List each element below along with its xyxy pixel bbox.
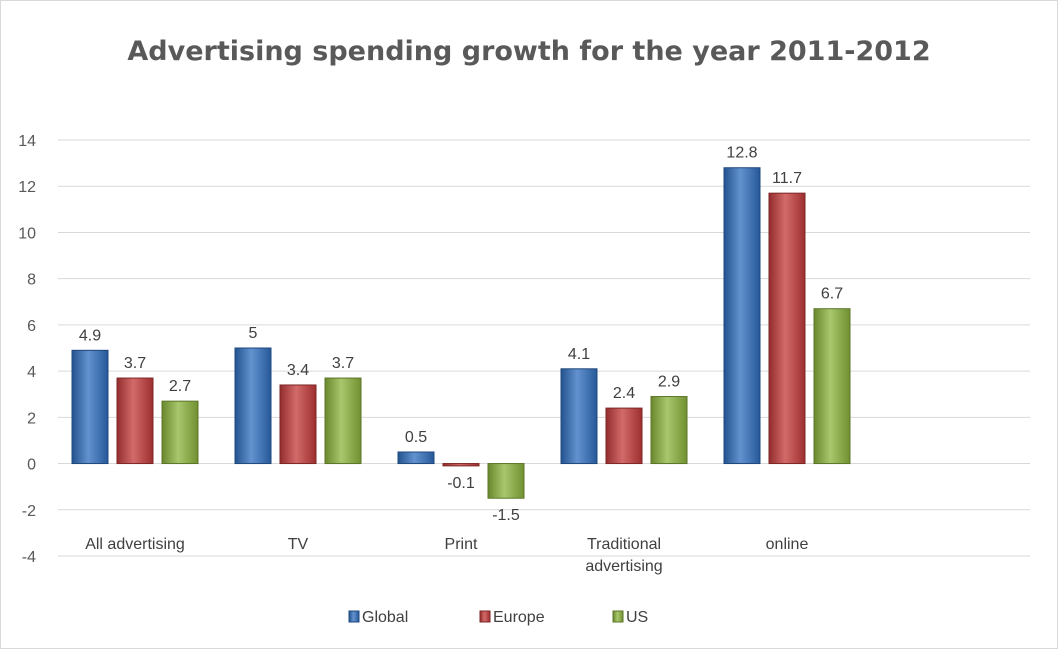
bar-global-3 (397, 451, 435, 465)
legend-label-global: Global (362, 609, 408, 626)
bars (71, 167, 851, 499)
y-tick-label: 0 (27, 457, 36, 474)
data-labels: 4.9 3.7 2.7 5 3.4 3.7 0.5 -0.1 -1.5 4.1 2.4 2.9 12.8… (79, 145, 843, 524)
data-label: 4.9 (79, 327, 101, 344)
data-label: 3.4 (287, 362, 309, 379)
legend-label-europe: Europe (493, 609, 545, 626)
data-label: 2.7 (169, 378, 191, 395)
legend: Global Europe US (348, 609, 648, 626)
legend-swatch-global (348, 610, 360, 623)
data-label: 2.4 (613, 385, 635, 402)
category-labels: All advertising TV Print Traditional adverti… (85, 536, 808, 575)
grid-lines (58, 139, 1030, 557)
legend-label-us: US (626, 609, 648, 626)
bar-europe-4 (605, 407, 643, 465)
data-label: 2.9 (658, 374, 680, 391)
bar-us-5 (813, 308, 851, 465)
y-tick-label: 4 (27, 364, 36, 381)
legend-swatch-us (612, 610, 624, 623)
bar-global-4 (560, 368, 598, 465)
y-tick-label: 14 (18, 133, 36, 150)
bar-europe-2 (279, 384, 317, 465)
y-tick-label: 10 (18, 225, 36, 242)
bar-europe-1 (116, 377, 154, 465)
chart-title: Advertising spending growth for the year… (127, 36, 931, 67)
bar-global-1 (71, 349, 109, 465)
bar-europe-5 (768, 192, 806, 465)
bar-us-1 (161, 400, 199, 465)
bar-us-4 (650, 396, 688, 465)
data-label: 12.8 (726, 145, 757, 162)
bar-global-5 (723, 167, 761, 465)
y-tick-label: 8 (27, 272, 36, 289)
data-label: 3.7 (332, 355, 354, 372)
y-tick-label: 6 (27, 318, 36, 335)
y-axis-tick-labels: 14 12 10 8 6 4 2 0 -2 -4 (18, 133, 36, 566)
category-label: TV (288, 536, 309, 553)
bar-us-2 (324, 377, 362, 465)
data-label: 4.1 (568, 346, 590, 363)
category-label: Traditional advertising (585, 536, 662, 575)
legend-swatch-europe (479, 610, 491, 623)
y-tick-label: 2 (27, 410, 36, 427)
y-tick-label: 12 (18, 179, 36, 196)
y-tick-label: -2 (22, 503, 36, 520)
bar-global-2 (234, 347, 272, 465)
data-label: 11.7 (772, 170, 802, 187)
data-label: 3.7 (124, 355, 146, 372)
y-tick-label: -4 (22, 549, 36, 566)
data-label: 5 (249, 325, 258, 342)
bar-us-3 (487, 463, 525, 499)
category-label: All advertising (85, 536, 185, 553)
data-label: -1.5 (492, 507, 520, 524)
category-label: Print (445, 536, 478, 553)
data-label: 6.7 (821, 286, 843, 303)
bar-europe-3 (442, 463, 480, 467)
data-label: 0.5 (405, 429, 427, 446)
category-label: online (766, 536, 809, 553)
data-label: -0.1 (447, 475, 475, 492)
